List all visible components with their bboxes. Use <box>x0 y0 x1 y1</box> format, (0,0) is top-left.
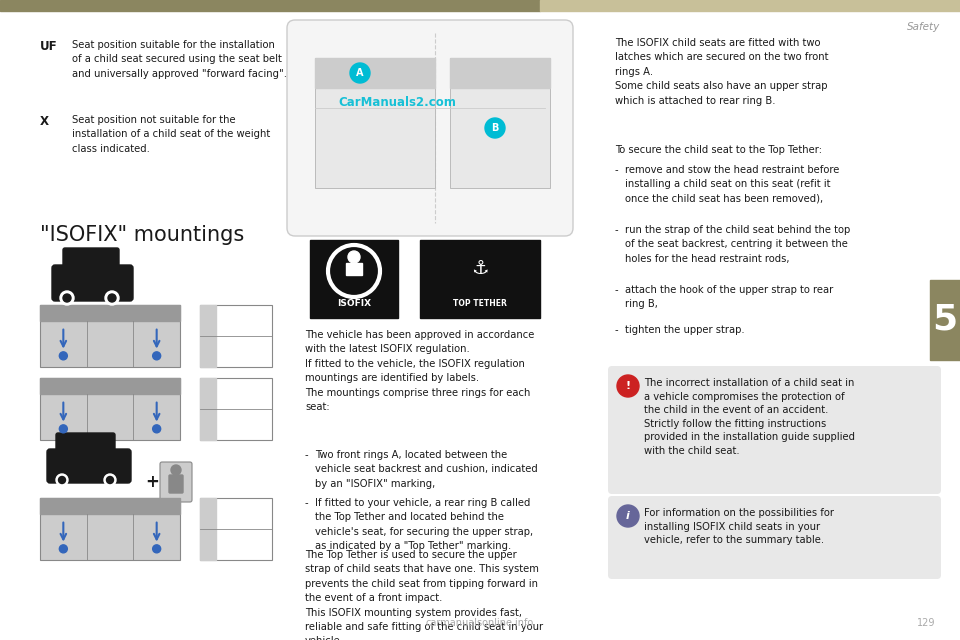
Bar <box>310 240 398 318</box>
FancyBboxPatch shape <box>608 366 941 494</box>
Text: 129: 129 <box>917 618 935 628</box>
Text: Safety: Safety <box>907 22 940 32</box>
Text: "ISOFIX" mountings: "ISOFIX" mountings <box>40 225 244 245</box>
Circle shape <box>60 291 74 305</box>
Text: -: - <box>615 285 618 295</box>
Circle shape <box>617 375 639 397</box>
Circle shape <box>107 477 113 483</box>
FancyBboxPatch shape <box>160 462 192 502</box>
FancyBboxPatch shape <box>63 248 119 272</box>
Bar <box>40 305 180 367</box>
Text: A: A <box>356 68 364 78</box>
FancyBboxPatch shape <box>47 449 131 483</box>
FancyBboxPatch shape <box>52 265 133 301</box>
Text: -: - <box>305 450 308 460</box>
Text: -: - <box>615 165 618 175</box>
Bar <box>200 305 216 367</box>
Circle shape <box>171 465 181 475</box>
Circle shape <box>153 352 160 360</box>
FancyBboxPatch shape <box>287 20 573 236</box>
Text: Seat position suitable for the installation
of a child seat secured using the se: Seat position suitable for the installat… <box>72 40 287 79</box>
Circle shape <box>105 291 119 305</box>
Bar <box>540 0 960 11</box>
Bar <box>200 498 216 560</box>
Text: i: i <box>626 511 630 521</box>
Text: ⚓: ⚓ <box>471 259 489 278</box>
Bar <box>450 58 550 88</box>
Text: TOP TETHER: TOP TETHER <box>453 300 507 308</box>
Bar <box>40 378 180 440</box>
Text: run the strap of the child seat behind the top
of the seat backrest, centring it: run the strap of the child seat behind t… <box>625 225 851 264</box>
FancyBboxPatch shape <box>608 496 941 579</box>
Text: Two front rings A, located between the
vehicle seat backrest and cushion, indica: Two front rings A, located between the v… <box>315 450 538 489</box>
Bar <box>200 305 272 367</box>
Bar <box>930 280 960 360</box>
Text: -: - <box>305 498 308 508</box>
Bar <box>40 378 180 394</box>
Circle shape <box>60 545 67 553</box>
Text: Seat position not suitable for the
installation of a child seat of the weight
cl: Seat position not suitable for the insta… <box>72 115 271 154</box>
Circle shape <box>485 118 505 138</box>
Text: -: - <box>615 225 618 235</box>
Text: The Top Tether is used to secure the upper
strap of child seats that have one. T: The Top Tether is used to secure the upp… <box>305 550 543 640</box>
Text: 5: 5 <box>932 303 957 337</box>
Text: !: ! <box>625 381 631 391</box>
Text: +: + <box>145 473 159 491</box>
Circle shape <box>56 474 68 486</box>
Text: remove and stow the head restraint before
installing a child seat on this seat (: remove and stow the head restraint befor… <box>625 165 839 204</box>
Text: UF: UF <box>40 40 58 53</box>
Circle shape <box>617 505 639 527</box>
Circle shape <box>350 63 370 83</box>
Bar <box>346 263 362 275</box>
Bar <box>315 58 435 188</box>
Text: X: X <box>40 115 49 128</box>
Text: -: - <box>615 325 618 335</box>
FancyBboxPatch shape <box>169 475 183 493</box>
Text: The ISOFIX child seats are fitted with two
latches which are secured on the two : The ISOFIX child seats are fitted with t… <box>615 38 828 106</box>
Bar <box>420 240 540 318</box>
Text: tighten the upper strap.: tighten the upper strap. <box>625 325 745 335</box>
Circle shape <box>108 294 116 302</box>
Bar <box>200 378 272 440</box>
Text: To secure the child seat to the Top Tether:: To secure the child seat to the Top Teth… <box>615 145 822 155</box>
Bar <box>40 498 180 513</box>
Circle shape <box>348 251 360 263</box>
FancyBboxPatch shape <box>56 433 115 456</box>
Bar <box>315 58 435 88</box>
Circle shape <box>60 352 67 360</box>
Bar <box>40 305 180 321</box>
Circle shape <box>104 474 116 486</box>
Circle shape <box>63 294 71 302</box>
Bar <box>40 498 180 560</box>
Text: CarManuals2.com: CarManuals2.com <box>339 97 457 109</box>
Circle shape <box>153 545 160 553</box>
Bar <box>200 378 216 440</box>
Text: B: B <box>492 123 498 133</box>
Circle shape <box>60 425 67 433</box>
Bar <box>450 58 550 188</box>
Bar <box>200 498 272 560</box>
Circle shape <box>59 477 65 483</box>
Text: The incorrect installation of a child seat in
a vehicle compromises the protecti: The incorrect installation of a child se… <box>644 378 855 456</box>
Text: The vehicle has been approved in accordance
with the latest ISOFIX regulation.
I: The vehicle has been approved in accorda… <box>305 330 535 412</box>
Text: ISOFIX: ISOFIX <box>337 300 372 308</box>
Text: If fitted to your vehicle, a rear ring B called
the Top Tether and located behin: If fitted to your vehicle, a rear ring B… <box>315 498 533 551</box>
Bar <box>0 0 540 11</box>
Text: For information on the possibilities for
installing ISOFIX child seats in your
v: For information on the possibilities for… <box>644 508 834 545</box>
Circle shape <box>153 425 160 433</box>
Text: attach the hook of the upper strap to rear
ring B,: attach the hook of the upper strap to re… <box>625 285 833 309</box>
Text: carmanualsonline.info: carmanualsonline.info <box>426 618 534 628</box>
